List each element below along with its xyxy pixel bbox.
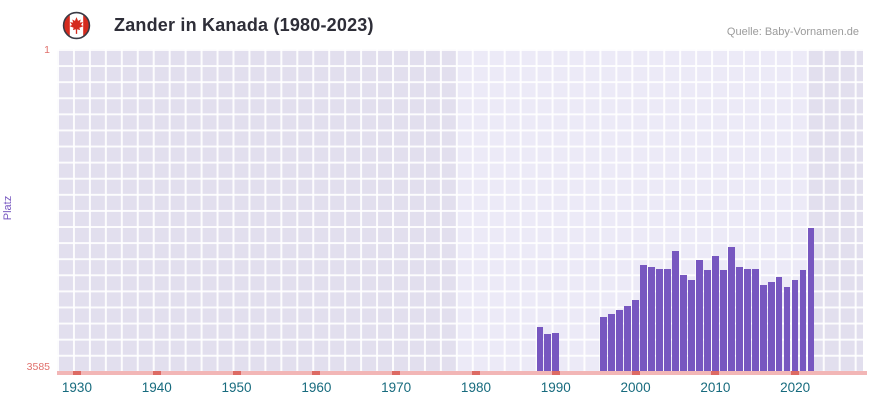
bar-1998[interactable] — [616, 310, 623, 371]
bar-2017[interactable] — [767, 281, 775, 371]
canada-flag-icon — [62, 11, 91, 40]
x-tick-label-2000: 2000 — [620, 380, 651, 395]
bar-2008[interactable] — [696, 260, 703, 371]
bar-1999[interactable] — [624, 305, 631, 371]
plot-area — [57, 49, 863, 371]
bar-2002[interactable] — [648, 267, 655, 371]
x-tick-label-1960: 1960 — [301, 380, 332, 395]
y-tick-bottom: 3585 — [26, 361, 50, 373]
x-tick-mark-1930 — [72, 371, 81, 375]
bar-2013[interactable] — [736, 267, 743, 371]
y-tick-top: 1 — [44, 44, 50, 56]
x-tick-label-2010: 2010 — [700, 380, 731, 395]
x-tick-label-1950: 1950 — [221, 380, 252, 395]
x-tick-label-1930: 1930 — [61, 380, 92, 395]
bar-2018[interactable] — [775, 277, 783, 371]
bar-2021[interactable] — [799, 269, 807, 371]
x-axis-line — [57, 371, 867, 375]
bar-2001[interactable] — [640, 264, 647, 371]
x-tick-mark-1970 — [392, 371, 401, 375]
bars-layer — [57, 49, 863, 371]
bar-2022[interactable] — [807, 227, 815, 371]
bar-2000[interactable] — [632, 299, 639, 371]
page-title: Zander in Kanada (1980-2023) — [114, 15, 374, 35]
x-tick-mark-1950 — [232, 371, 241, 375]
bar-2020[interactable] — [791, 279, 799, 371]
x-tick-label-1970: 1970 — [381, 380, 412, 395]
bar-1996[interactable] — [600, 316, 607, 371]
bar-2006[interactable] — [680, 275, 687, 371]
bar-2005[interactable] — [672, 251, 679, 371]
x-axis-labels: 1930 1940 1950 1960 1970 1980 1990 2000 2010 2020 — [57, 380, 867, 400]
x-tick-label-1940: 1940 — [141, 380, 172, 395]
x-tick-mark-2010 — [711, 371, 720, 375]
bar-2012[interactable] — [728, 246, 735, 371]
x-tick-mark-1940 — [152, 371, 161, 375]
bar-2014[interactable] — [743, 269, 751, 371]
x-tick-label-1990: 1990 — [540, 380, 571, 395]
bar-2016[interactable] — [759, 285, 767, 371]
bar-2019[interactable] — [783, 287, 791, 371]
x-tick-mark-1990 — [551, 371, 560, 375]
bar-1997[interactable] — [608, 313, 615, 371]
x-tick-mark-2000 — [631, 371, 640, 375]
y-axis-title: Platz — [2, 195, 14, 221]
x-tick-mark-1980 — [471, 371, 480, 375]
bar-2004[interactable] — [664, 269, 671, 371]
source-link[interactable]: Quelle: Baby-Vornamen.de — [726, 26, 859, 38]
bar-2003[interactable] — [656, 269, 663, 371]
bar-2010[interactable] — [712, 255, 719, 371]
bar-2011[interactable] — [720, 269, 727, 371]
bar-1990[interactable] — [552, 332, 560, 371]
bar-1988[interactable] — [536, 327, 544, 371]
bar-2015[interactable] — [751, 269, 759, 371]
x-tick-label-1980: 1980 — [460, 380, 491, 395]
bar-2007[interactable] — [688, 279, 695, 371]
x-tick-mark-2020 — [791, 371, 800, 375]
bar-1989[interactable] — [544, 333, 552, 371]
x-tick-label-2020: 2020 — [780, 380, 811, 395]
x-tick-mark-1960 — [312, 371, 321, 375]
bar-2009[interactable] — [704, 269, 711, 371]
